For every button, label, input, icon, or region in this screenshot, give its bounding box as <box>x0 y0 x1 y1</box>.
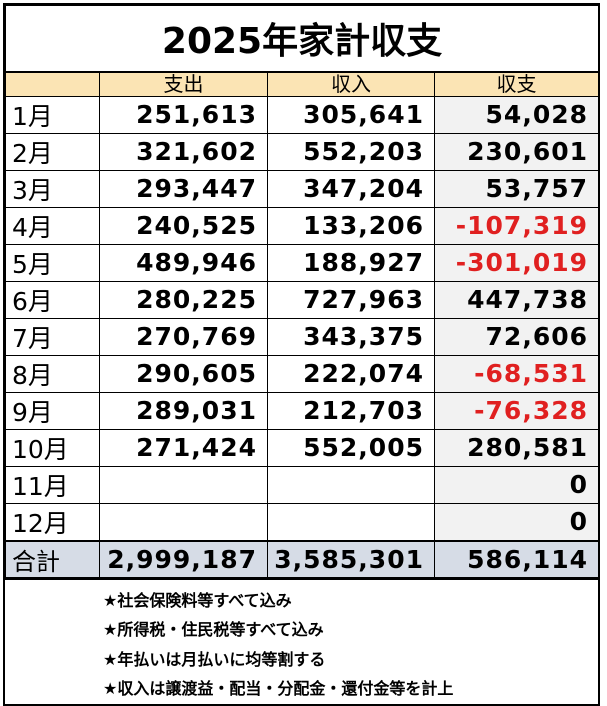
month-cell: 2月 <box>5 132 100 171</box>
balance-cell: -68,531 <box>433 354 600 393</box>
header-balance: 収支 <box>433 71 600 97</box>
note-1: ★社会保険料等すべて込み <box>103 590 292 610</box>
expense-cell: 289,031 <box>99 391 268 430</box>
header-month <box>5 71 100 97</box>
expense-cell: 280,225 <box>99 280 268 319</box>
table-row: 9月 289,031 212,703 -76,328 <box>5 391 600 430</box>
income-cell: 222,074 <box>267 354 435 393</box>
note-2: ★所得税・住民税等すべて込み <box>103 620 324 639</box>
table-row: 2月 321,602 552,203 230,601 <box>5 132 600 171</box>
header-row: 支出 収入 収支 <box>5 71 600 97</box>
balance-cell: 280,581 <box>433 428 600 467</box>
month-cell: 9月 <box>5 391 100 430</box>
expense-cell <box>99 502 268 541</box>
income-cell <box>267 465 435 504</box>
expense-cell: 271,424 <box>99 428 268 467</box>
total-row: 合計 2,999,187 3,585,301 586,114 <box>5 539 600 578</box>
table-row: 10月 271,424 552,005 280,581 <box>5 428 600 467</box>
table-row: 3月 293,447 347,204 53,757 <box>5 169 600 208</box>
income-cell <box>267 502 435 541</box>
total-expense: 2,999,187 <box>99 539 268 578</box>
sheet-title: 2025年家計収支 <box>4 5 600 73</box>
balance-cell: -76,328 <box>433 391 600 430</box>
income-cell: 188,927 <box>267 243 435 282</box>
table-row: 11月 0 <box>5 465 600 504</box>
expense-cell: 321,602 <box>99 132 268 171</box>
balance-cell: 0 <box>433 465 600 504</box>
expense-cell: 489,946 <box>99 243 268 282</box>
month-cell: 8月 <box>5 354 100 393</box>
budget-sheet: 2025年家計収支 支出 収入 収支 1月 251,613 305,641 54,02… <box>3 3 600 706</box>
month-cell: 10月 <box>5 428 100 467</box>
income-cell: 552,203 <box>267 132 435 171</box>
month-cell: 6月 <box>5 280 100 319</box>
expense-cell: 240,525 <box>99 206 268 245</box>
note-4: ★収入は譲渡益・配当・分配金・還付金等を計上 <box>103 679 454 698</box>
month-cell: 12月 <box>5 502 100 541</box>
month-cell: 3月 <box>5 169 100 208</box>
income-cell: 552,005 <box>267 428 435 467</box>
expense-cell <box>99 465 268 504</box>
month-cell: 11月 <box>5 465 100 504</box>
total-balance: 586,114 <box>433 539 600 578</box>
income-cell: 305,641 <box>267 95 435 134</box>
header-income: 収入 <box>267 71 435 97</box>
month-cell: 5月 <box>5 243 100 282</box>
expense-cell: 293,447 <box>99 169 268 208</box>
table-row: 8月 290,605 222,074 -68,531 <box>5 354 600 393</box>
balance-cell: 53,757 <box>433 169 600 208</box>
table-row: 12月 0 <box>5 502 600 541</box>
notes-section: ★社会保険料等すべて込み ★所得税・住民税等すべて込み ★年払いは月払いに均等割… <box>5 577 598 704</box>
month-cell: 1月 <box>5 95 100 134</box>
income-cell: 727,963 <box>267 280 435 319</box>
table-row: 1月 251,613 305,641 54,028 <box>5 95 600 134</box>
balance-cell: 0 <box>433 502 600 541</box>
header-expense: 支出 <box>99 71 268 97</box>
total-label: 合計 <box>5 539 100 578</box>
balance-cell: 54,028 <box>433 95 600 134</box>
balance-cell: 230,601 <box>433 132 600 171</box>
table-row: 7月 270,769 343,375 72,606 <box>5 317 600 356</box>
expense-cell: 270,769 <box>99 317 268 356</box>
expense-cell: 251,613 <box>99 95 268 134</box>
balance-cell: -301,019 <box>433 243 600 282</box>
balance-cell: -107,319 <box>433 206 600 245</box>
income-cell: 343,375 <box>267 317 435 356</box>
total-income: 3,585,301 <box>267 539 435 578</box>
income-cell: 347,204 <box>267 169 435 208</box>
expense-cell: 290,605 <box>99 354 268 393</box>
budget-table: 2025年家計収支 支出 収入 収支 1月 251,613 305,641 54,02… <box>4 5 600 578</box>
note-3: ★年払いは月払いに均等割する <box>103 649 326 669</box>
income-cell: 133,206 <box>267 206 435 245</box>
month-cell: 4月 <box>5 206 100 245</box>
table-row: 4月 240,525 133,206 -107,319 <box>5 206 600 245</box>
table-row: 6月 280,225 727,963 447,738 <box>5 280 600 319</box>
balance-cell: 447,738 <box>433 280 600 319</box>
month-cell: 7月 <box>5 317 100 356</box>
balance-cell: 72,606 <box>433 317 600 356</box>
income-cell: 212,703 <box>267 391 435 430</box>
table-row: 5月 489,946 188,927 -301,019 <box>5 243 600 282</box>
